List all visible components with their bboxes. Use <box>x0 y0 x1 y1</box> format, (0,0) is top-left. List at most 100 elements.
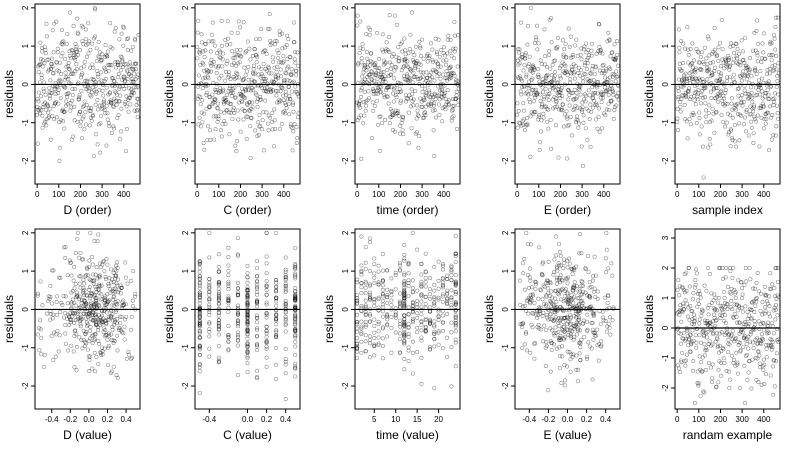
data-point <box>557 335 562 340</box>
data-point <box>206 39 211 44</box>
data-point <box>549 40 554 45</box>
data-point <box>358 19 363 24</box>
data-point <box>380 121 385 126</box>
data-point <box>768 104 773 109</box>
data-point <box>110 303 115 308</box>
data-point <box>679 96 684 101</box>
data-point <box>197 276 202 281</box>
data-point <box>744 322 749 327</box>
data-point <box>577 73 582 78</box>
data-point <box>280 60 285 65</box>
data-point <box>69 137 74 142</box>
data-point <box>542 323 547 328</box>
data-point <box>530 64 535 69</box>
data-point <box>742 88 747 93</box>
data-point <box>717 78 722 83</box>
data-point <box>267 71 272 76</box>
data-point <box>75 317 80 322</box>
data-point <box>376 282 381 287</box>
data-point <box>107 124 112 129</box>
data-point <box>569 325 574 330</box>
data-point <box>426 56 431 61</box>
data-point <box>760 89 765 94</box>
data-point <box>106 314 111 319</box>
data-point <box>122 302 127 307</box>
data-point <box>356 103 361 108</box>
data-point <box>397 350 402 355</box>
data-point <box>527 54 532 59</box>
data-point <box>57 60 62 65</box>
data-point <box>86 311 91 316</box>
data-point <box>697 60 702 65</box>
data-point <box>587 79 592 84</box>
data-point <box>114 273 119 278</box>
data-point <box>87 264 92 269</box>
data-point <box>399 40 404 45</box>
data-point <box>517 74 522 79</box>
data-point <box>682 102 687 107</box>
data-point <box>526 295 531 300</box>
data-point <box>119 106 124 111</box>
data-point <box>611 89 616 94</box>
data-point <box>585 327 590 332</box>
data-point <box>270 119 275 124</box>
data-point <box>50 56 55 61</box>
data-point <box>283 302 288 307</box>
data-point <box>258 75 263 80</box>
data-point <box>767 286 772 291</box>
data-point <box>367 334 372 339</box>
data-point <box>436 259 441 264</box>
data-point <box>97 50 102 55</box>
data-point <box>372 343 377 348</box>
data-point <box>693 282 698 287</box>
data-point <box>735 308 740 313</box>
data-point <box>568 312 573 317</box>
data-point <box>45 69 50 74</box>
data-point <box>737 305 742 310</box>
data-point <box>737 73 742 78</box>
data-point <box>556 87 561 92</box>
data-point <box>548 16 553 21</box>
data-point <box>239 92 244 97</box>
data-point <box>243 87 248 92</box>
data-point <box>226 273 231 278</box>
data-point <box>773 91 778 96</box>
data-point <box>703 348 708 353</box>
data-point <box>677 50 682 55</box>
data-point <box>66 66 71 71</box>
x-tick-label: -0.2 <box>63 415 77 424</box>
data-point <box>83 339 88 344</box>
data-point <box>728 377 733 382</box>
data-point <box>564 55 569 60</box>
data-point <box>682 46 687 51</box>
data-point <box>414 130 419 135</box>
data-point <box>406 348 411 353</box>
data-point <box>226 347 231 352</box>
data-point <box>85 312 90 317</box>
data-point <box>730 107 735 112</box>
data-point <box>38 40 43 45</box>
data-point <box>371 108 376 113</box>
data-point <box>49 62 54 67</box>
data-point <box>592 286 597 291</box>
data-point <box>568 296 573 301</box>
data-point <box>61 245 66 250</box>
data-point <box>92 292 97 297</box>
data-point <box>449 273 454 278</box>
data-point <box>572 324 577 329</box>
data-point <box>88 302 93 307</box>
data-point <box>453 280 458 285</box>
data-point <box>100 349 105 354</box>
data-point <box>730 306 735 311</box>
data-point <box>207 354 212 359</box>
data-point <box>104 310 109 315</box>
data-point <box>548 326 553 331</box>
data-point <box>402 280 407 285</box>
data-point <box>239 54 244 59</box>
data-point <box>363 313 368 318</box>
data-point <box>363 260 368 265</box>
data-point <box>610 88 615 93</box>
data-point <box>516 50 521 55</box>
data-point <box>230 116 235 121</box>
